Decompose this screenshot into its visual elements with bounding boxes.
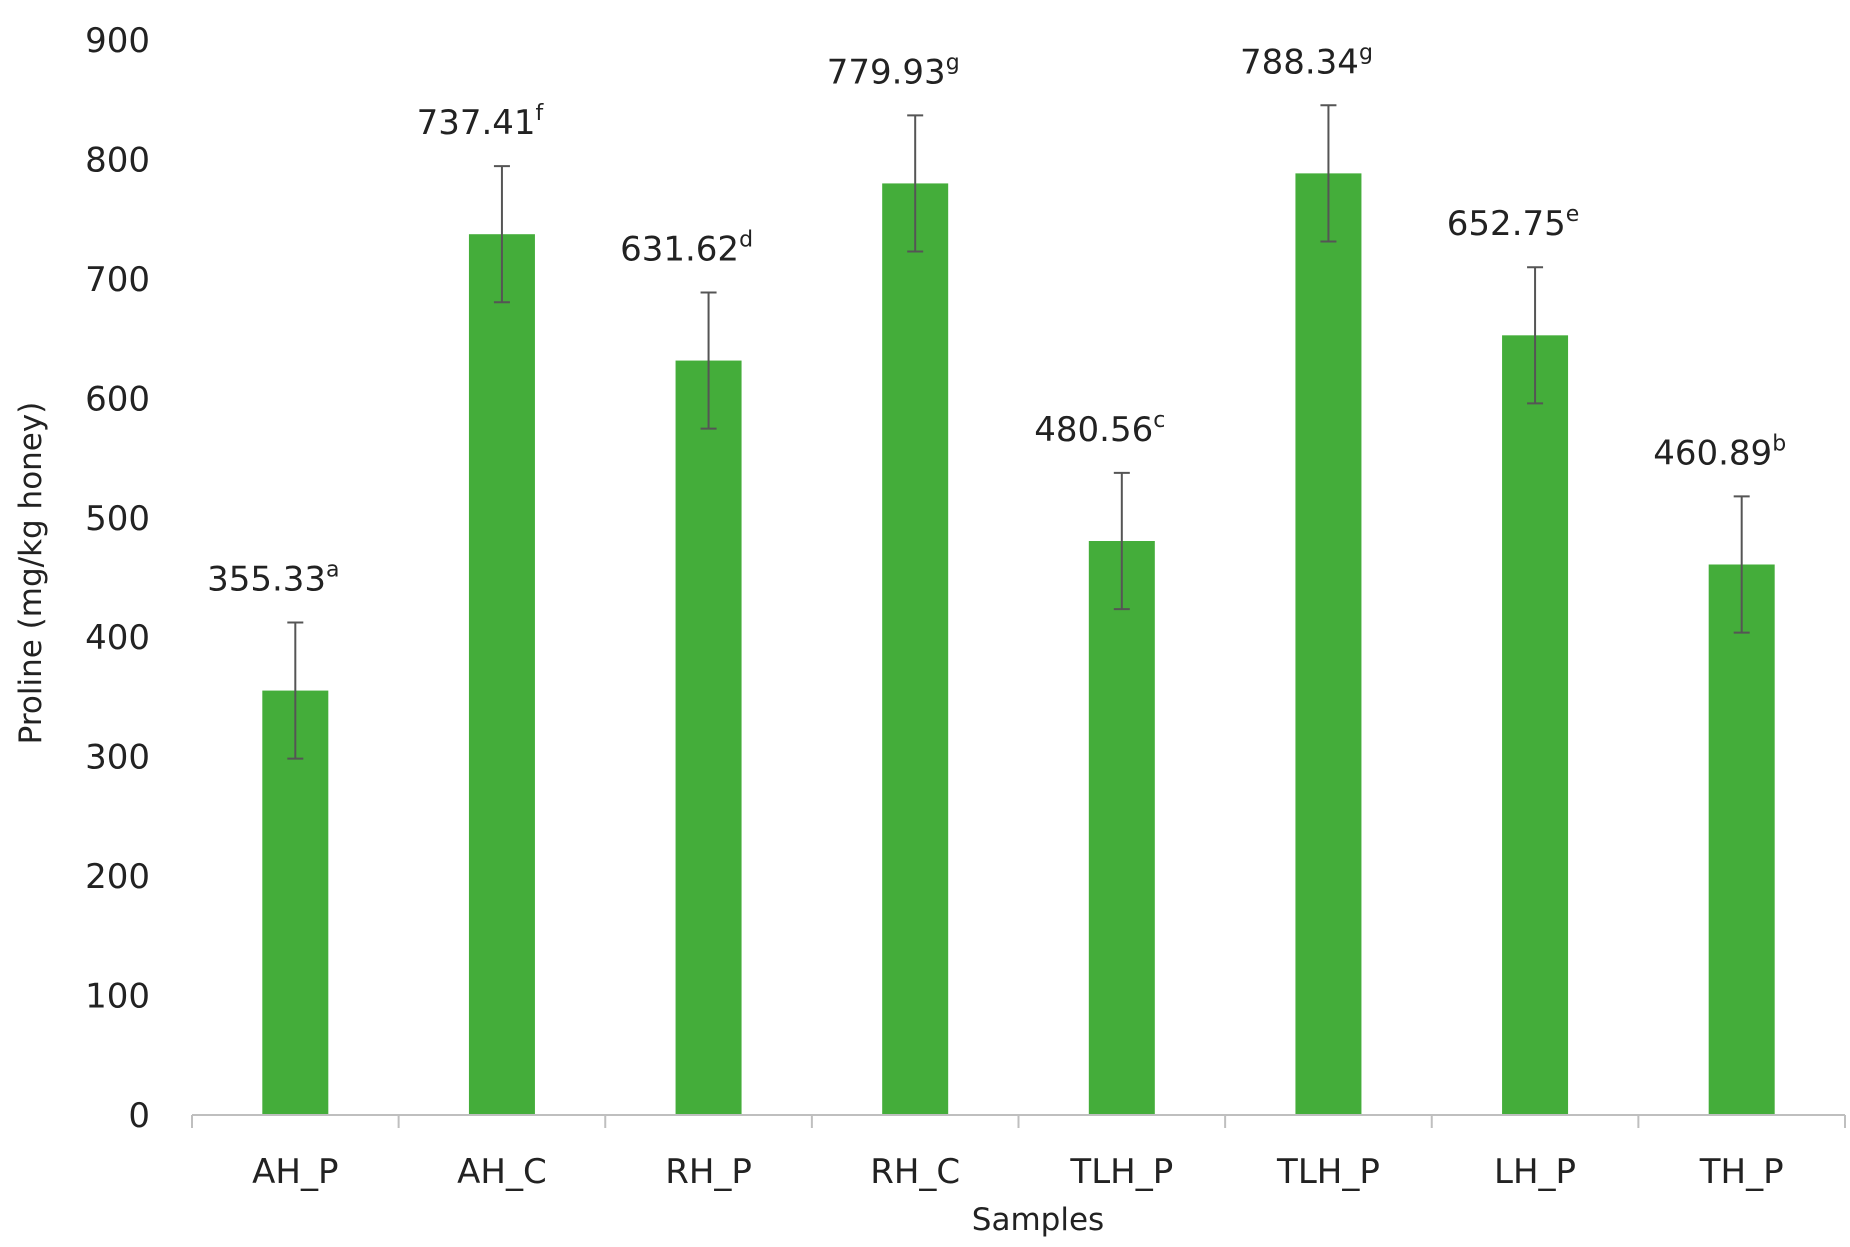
data-label-value: 480.56 <box>1034 410 1153 450</box>
bar-lh-p <box>1502 335 1569 1115</box>
data-label-value: 737.41 <box>417 103 536 143</box>
bar-rh-c <box>882 183 949 1116</box>
data-label-value: 355.33 <box>207 559 326 599</box>
data-label-value: 631.62 <box>620 229 739 269</box>
y-tick-label: 800 <box>85 140 150 180</box>
error-bars-group <box>287 104 1750 760</box>
x-tick-label: TLH_P <box>1276 1152 1380 1192</box>
data-label: 737.41f <box>417 101 545 143</box>
x-tick-label: LH_P <box>1494 1152 1576 1192</box>
bar-tlh-p <box>1295 173 1362 1115</box>
data-label-value: 779.93 <box>827 52 946 92</box>
x-tick-label: TLH_P <box>1069 1152 1173 1192</box>
significance-letter: b <box>1772 431 1786 456</box>
data-label: 631.62d <box>620 227 753 269</box>
data-label: 460.89b <box>1653 431 1786 473</box>
x-axis-tick-labels: AH_P AH_C RH_P RH_C TLH_P TLH_P LH_P TH_P <box>252 1152 1783 1192</box>
y-tick-label: 0 <box>128 1096 150 1136</box>
data-label: 788.34g <box>1240 40 1373 82</box>
x-tick-label: RH_C <box>870 1152 960 1192</box>
y-tick-label: 400 <box>85 618 150 658</box>
data-label: 480.56c <box>1034 408 1165 450</box>
bars-group <box>262 173 1775 1116</box>
x-tick-label: RH_P <box>665 1152 752 1192</box>
x-axis-title: Samples <box>972 1202 1104 1238</box>
y-tick-label: 600 <box>85 379 150 419</box>
x-axis <box>191 1114 1846 1128</box>
bar-rh-p <box>675 360 742 1115</box>
y-tick-label: 500 <box>85 499 150 539</box>
significance-letter: f <box>536 101 545 126</box>
y-axis-ticks: 0 100 200 300 400 500 600 700 800 900 <box>85 21 150 1136</box>
y-tick-label: 200 <box>85 857 150 897</box>
significance-letter: c <box>1153 408 1165 433</box>
data-label-value: 788.34 <box>1240 42 1359 82</box>
data-label: 779.93g <box>827 50 960 92</box>
significance-letter: g <box>1359 40 1373 65</box>
x-tick-label: TH_P <box>1699 1152 1784 1192</box>
data-label-value: 652.75 <box>1447 204 1566 244</box>
data-label-value: 460.89 <box>1653 433 1772 473</box>
y-tick-label: 900 <box>85 21 150 61</box>
x-tick-label: AH_P <box>252 1152 338 1192</box>
y-axis-title: Proline (mg/kg honey) <box>13 402 49 745</box>
data-labels-group: 355.33a737.41f631.62d779.93g480.56c788.3… <box>207 40 1786 599</box>
y-tick-label: 100 <box>85 977 150 1017</box>
bar-th-p <box>1708 564 1775 1115</box>
significance-letter: a <box>326 557 339 582</box>
x-tick-label: AH_C <box>457 1152 547 1192</box>
data-label: 652.75e <box>1447 202 1580 244</box>
y-tick-label: 700 <box>85 260 150 300</box>
bar-ah-p <box>262 690 329 1115</box>
bar-ah-c <box>468 234 535 1116</box>
significance-letter: e <box>1566 202 1580 227</box>
bar-tlh-p <box>1088 540 1155 1115</box>
significance-letter: g <box>946 50 960 75</box>
data-label: 355.33a <box>207 557 339 599</box>
significance-letter: d <box>739 227 753 252</box>
y-tick-label: 300 <box>85 738 150 778</box>
